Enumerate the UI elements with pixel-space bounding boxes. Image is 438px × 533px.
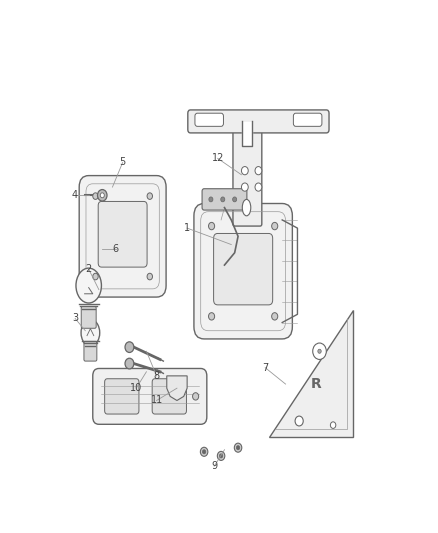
Polygon shape — [242, 122, 252, 146]
Text: 2: 2 — [85, 264, 92, 274]
Circle shape — [295, 416, 303, 426]
Circle shape — [100, 193, 104, 198]
Text: 5: 5 — [120, 157, 126, 167]
Text: 9: 9 — [211, 461, 217, 471]
Circle shape — [217, 451, 225, 461]
Circle shape — [241, 183, 248, 191]
Text: 7: 7 — [262, 362, 268, 373]
Circle shape — [147, 193, 152, 199]
FancyBboxPatch shape — [79, 175, 166, 297]
Text: 12: 12 — [212, 154, 224, 163]
FancyBboxPatch shape — [84, 342, 97, 361]
Circle shape — [221, 197, 225, 202]
Circle shape — [233, 197, 237, 202]
FancyBboxPatch shape — [93, 368, 207, 424]
Circle shape — [200, 447, 208, 456]
Text: 10: 10 — [130, 383, 142, 393]
Ellipse shape — [81, 319, 100, 346]
FancyBboxPatch shape — [214, 233, 273, 305]
Circle shape — [93, 193, 98, 199]
Text: 4: 4 — [72, 190, 78, 200]
Circle shape — [313, 343, 326, 359]
Circle shape — [125, 358, 134, 369]
Text: 6: 6 — [113, 244, 119, 254]
FancyBboxPatch shape — [152, 379, 187, 414]
Text: 1: 1 — [184, 223, 190, 233]
FancyBboxPatch shape — [81, 306, 96, 328]
Polygon shape — [167, 376, 187, 400]
FancyBboxPatch shape — [105, 379, 139, 414]
FancyBboxPatch shape — [202, 189, 247, 210]
Circle shape — [237, 446, 240, 450]
Circle shape — [272, 222, 278, 230]
FancyBboxPatch shape — [195, 113, 223, 126]
Text: R: R — [311, 377, 321, 391]
Ellipse shape — [76, 268, 102, 303]
Circle shape — [209, 197, 213, 202]
Circle shape — [330, 422, 336, 429]
Circle shape — [98, 190, 107, 201]
Circle shape — [93, 273, 98, 280]
Text: 3: 3 — [72, 313, 78, 324]
Circle shape — [255, 183, 262, 191]
FancyBboxPatch shape — [98, 201, 147, 267]
FancyBboxPatch shape — [293, 113, 322, 126]
Circle shape — [125, 342, 134, 352]
Circle shape — [219, 454, 223, 458]
Circle shape — [234, 443, 242, 452]
Circle shape — [318, 349, 321, 353]
Ellipse shape — [242, 199, 251, 216]
Circle shape — [272, 313, 278, 320]
Circle shape — [202, 450, 206, 454]
Circle shape — [255, 166, 262, 175]
Circle shape — [193, 393, 199, 400]
Text: 11: 11 — [151, 395, 162, 406]
Circle shape — [147, 273, 152, 280]
Circle shape — [208, 313, 215, 320]
Polygon shape — [268, 310, 353, 438]
FancyBboxPatch shape — [194, 204, 293, 339]
FancyBboxPatch shape — [233, 119, 262, 226]
Text: 8: 8 — [154, 371, 159, 381]
Circle shape — [241, 166, 248, 175]
FancyBboxPatch shape — [188, 110, 329, 133]
Circle shape — [208, 222, 215, 230]
